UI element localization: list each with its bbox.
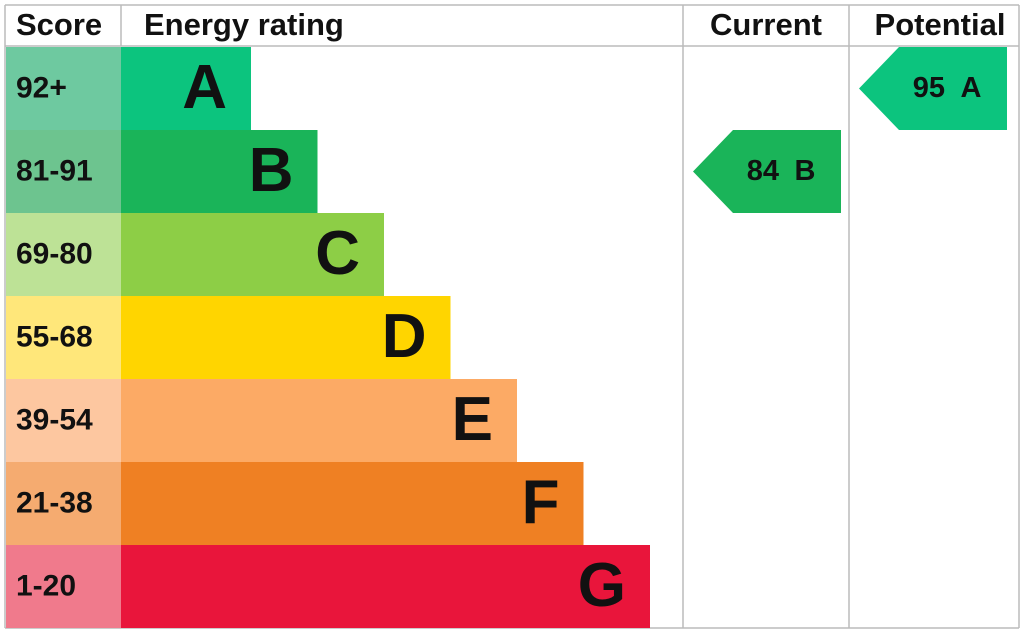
rating-letter: A <box>182 53 227 122</box>
current-score: 84 <box>747 155 779 187</box>
rating-bar <box>121 379 517 462</box>
score-cell <box>6 47 121 130</box>
score-cell <box>6 296 121 379</box>
score-range: 21-38 <box>16 486 93 519</box>
rating-letter: B <box>249 136 294 205</box>
rating-bar <box>121 47 251 130</box>
score-cell <box>6 213 121 296</box>
header-potential: Potential <box>875 7 1006 42</box>
rating-bar <box>121 130 318 213</box>
score-cell <box>6 462 121 545</box>
rating-letter: E <box>452 385 493 454</box>
current-arrow <box>693 130 841 213</box>
score-cell <box>6 379 121 462</box>
potential-arrow <box>859 47 1007 130</box>
rating-letter: G <box>578 551 626 620</box>
potential-score: 95 <box>913 72 945 104</box>
rating-letter: C <box>315 219 360 288</box>
score-cell <box>6 130 121 213</box>
rating-letter: D <box>382 302 427 371</box>
rating-bar <box>121 545 650 628</box>
rating-bar <box>121 213 384 296</box>
rating-bar <box>121 462 584 545</box>
score-range: 1-20 <box>16 569 76 602</box>
header-current: Current <box>710 7 822 42</box>
score-range: 92+ <box>16 71 67 104</box>
score-range: 69-80 <box>16 237 93 270</box>
score-range: 81-91 <box>16 154 93 187</box>
header-rating: Energy rating <box>144 7 344 42</box>
header-score: Score <box>16 7 102 42</box>
rating-letter: F <box>522 468 560 537</box>
score-range: 39-54 <box>16 403 93 436</box>
current-rating: B <box>795 155 816 187</box>
score-range: 55-68 <box>16 320 93 353</box>
potential-rating: A <box>961 72 982 104</box>
score-cell <box>6 545 121 628</box>
rating-bar <box>121 296 451 379</box>
